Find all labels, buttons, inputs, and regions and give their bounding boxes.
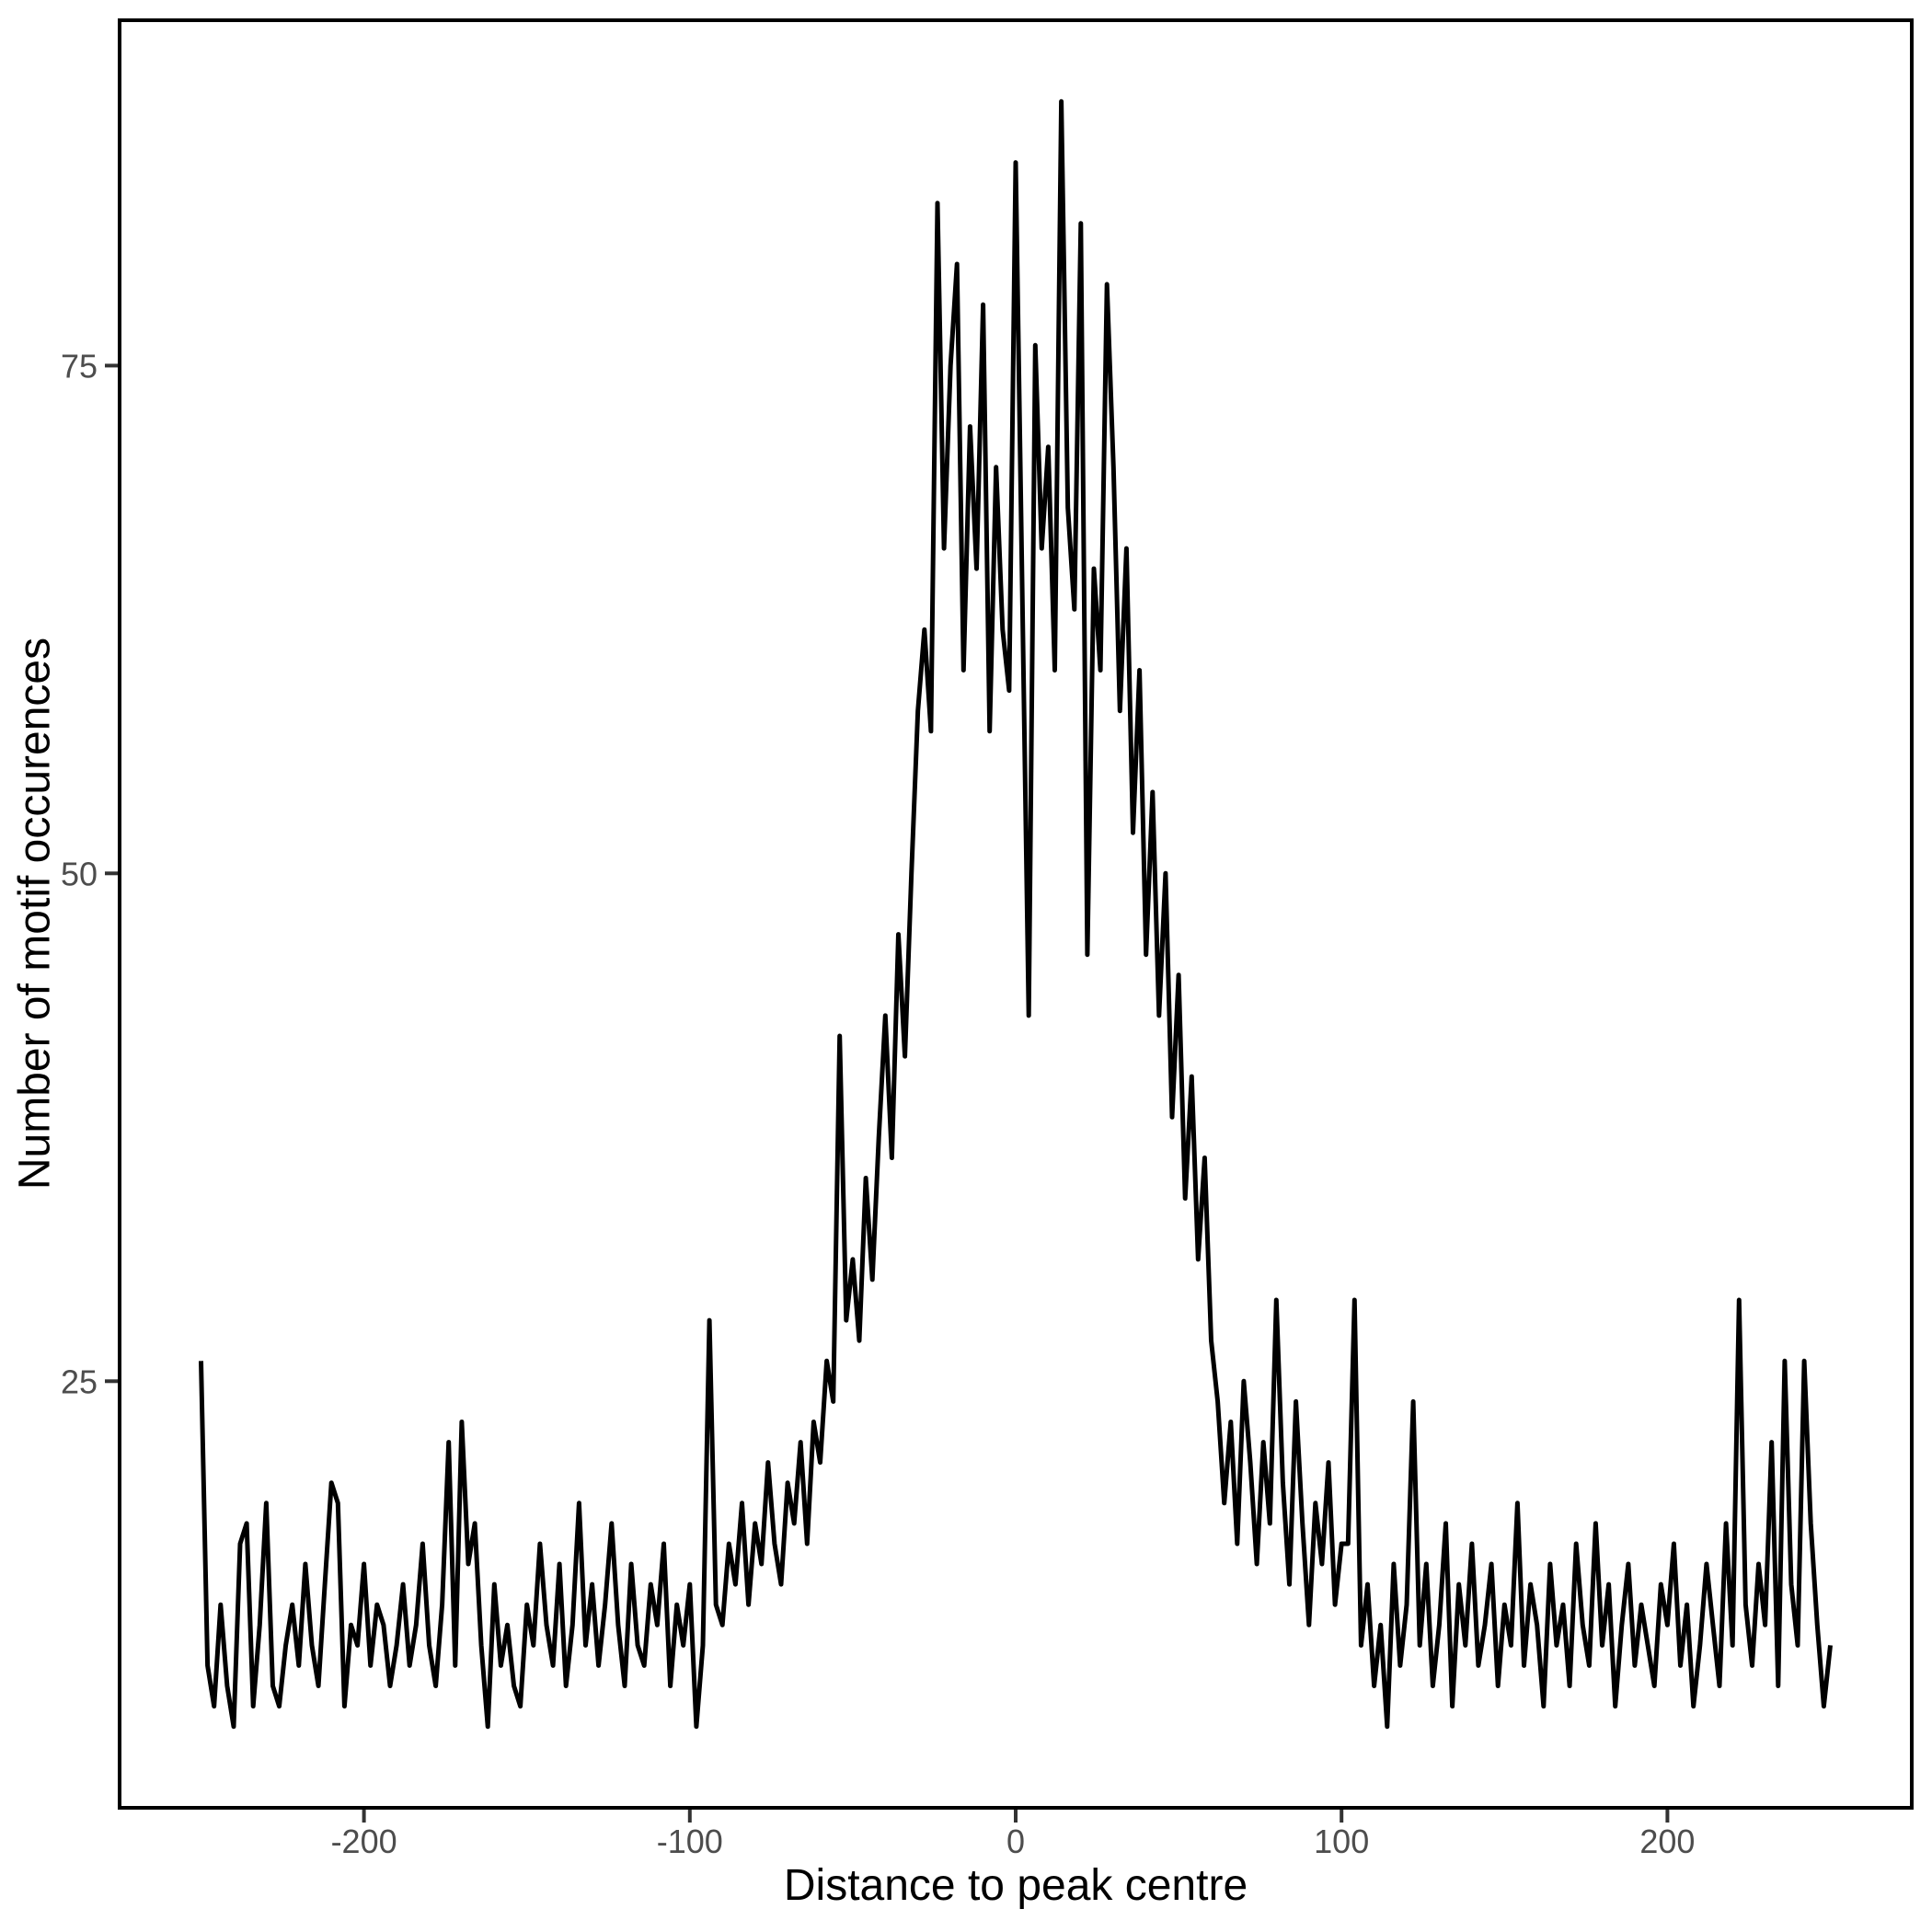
- x-tick-label: -200: [331, 1823, 397, 1860]
- y-tick-label: 25: [61, 1363, 98, 1400]
- data-line: [199, 98, 1833, 1730]
- panel-border: [118, 18, 1914, 1810]
- x-tick-label: 0: [1006, 1823, 1025, 1860]
- x-axis-title: Distance to peak centre: [783, 1861, 1248, 1910]
- y-axis-title: Number of motif occurences: [10, 637, 60, 1190]
- y-tick-label: 75: [61, 347, 98, 385]
- x-tick-label: 200: [1639, 1823, 1695, 1860]
- x-tick-label: -100: [657, 1823, 723, 1860]
- y-tick-label: 50: [61, 855, 98, 892]
- x-tick-label: 100: [1314, 1823, 1369, 1860]
